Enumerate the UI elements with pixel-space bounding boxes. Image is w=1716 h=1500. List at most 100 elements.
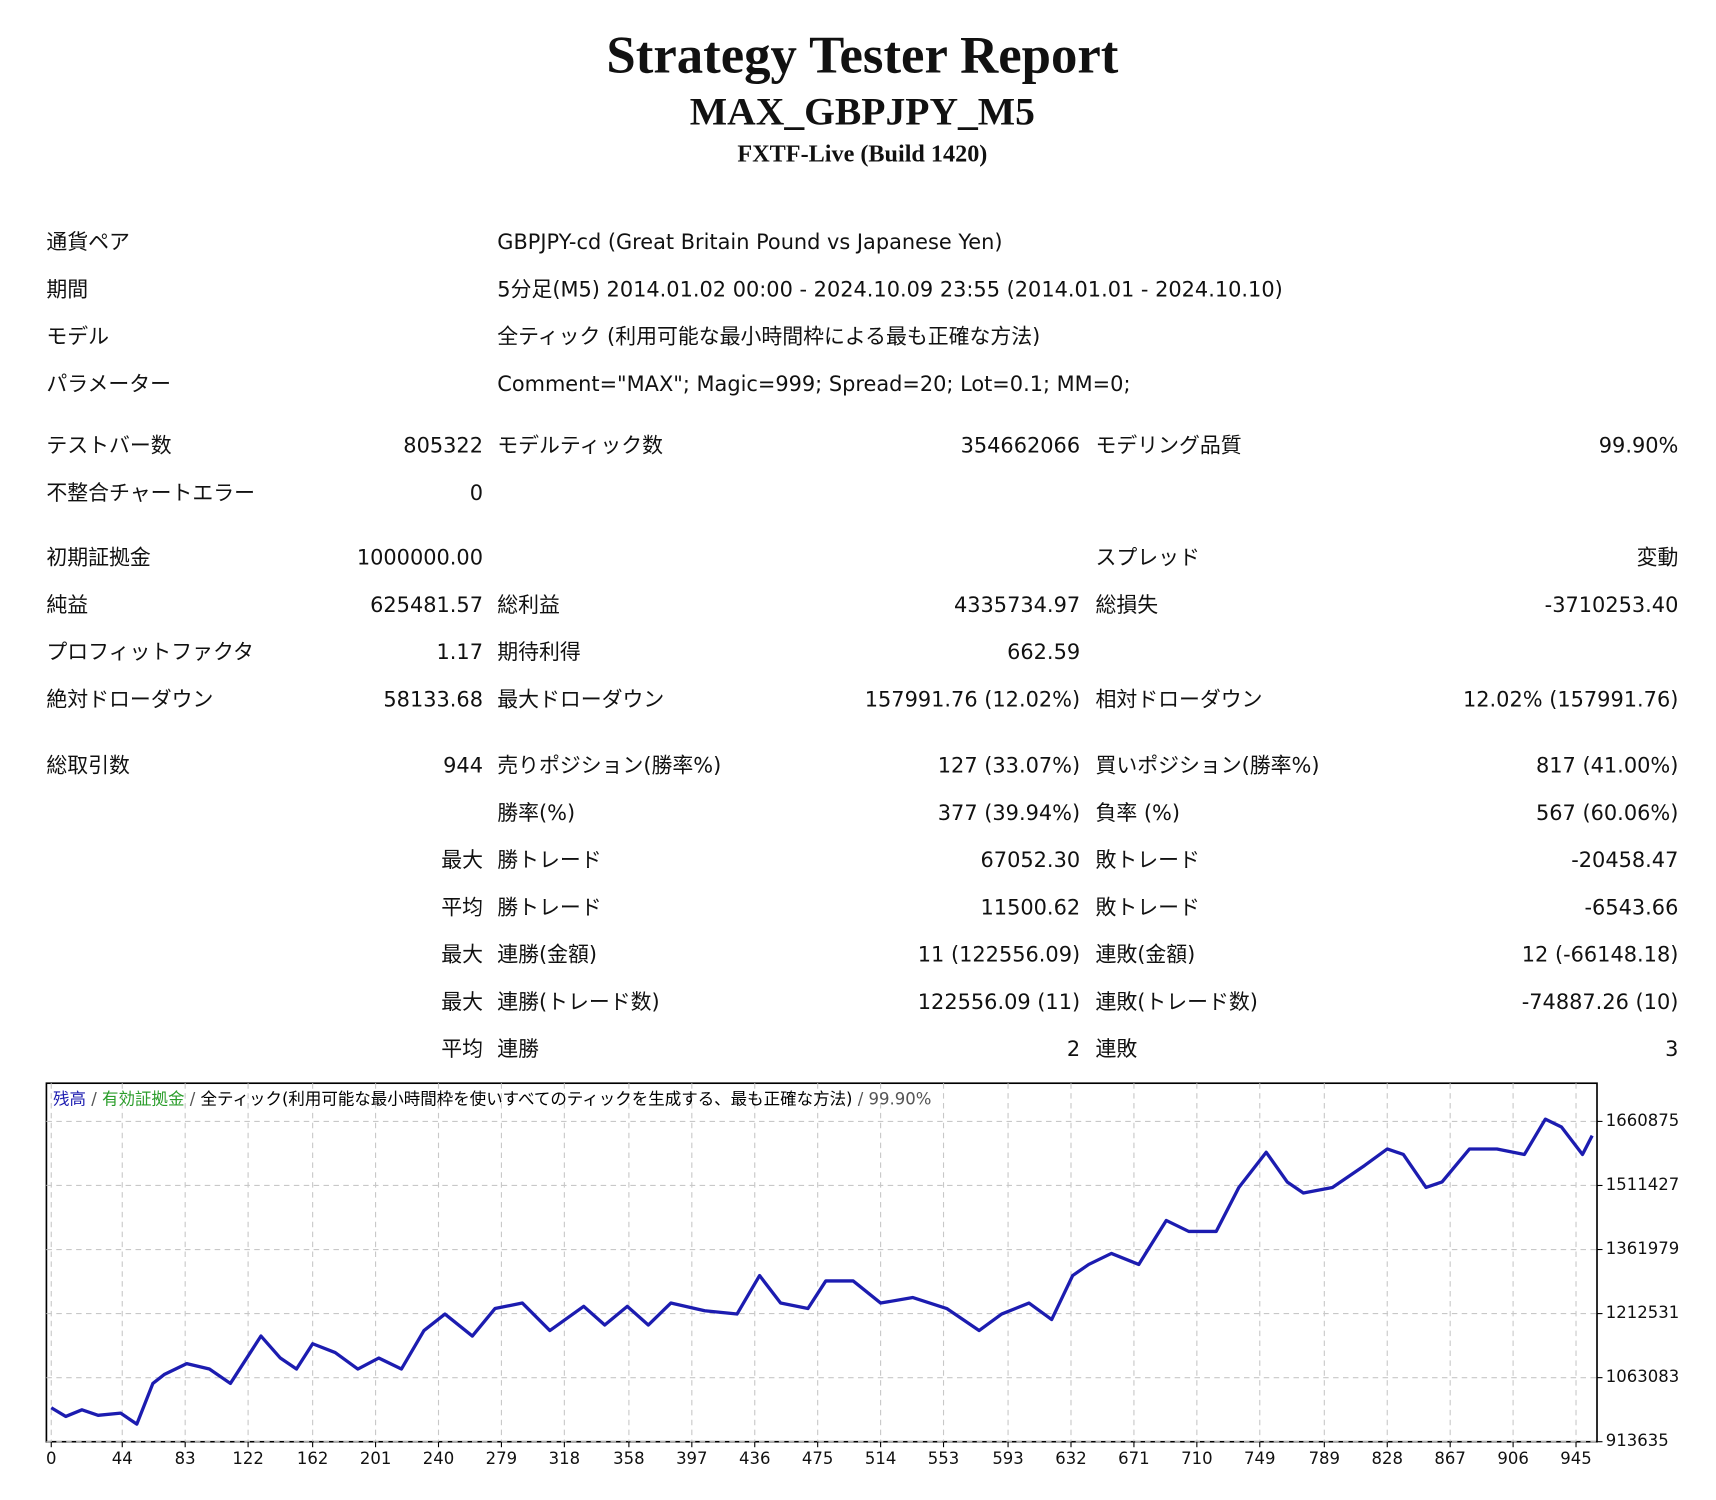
stat-label: モデリング品質 <box>1096 433 1242 457</box>
subtitle: MAX_GBPJPY_M5 <box>690 90 1035 134</box>
stat-label: 絶対ドローダウン <box>46 688 213 712</box>
chart-frame <box>45 1082 1598 1443</box>
stat-value: 平均 <box>441 1037 483 1061</box>
stat-value: 377 (39.94%) <box>938 801 1080 825</box>
stat-label: 売りポジション(勝率%) <box>497 753 721 777</box>
stat-value: 4335734.97 <box>954 593 1080 617</box>
setting-value: GBPJPY-cd (Great Britain Pound vs Japane… <box>497 230 1002 254</box>
stat-value: 最大 <box>441 943 483 967</box>
x-tick-label: 945 <box>1560 1449 1591 1468</box>
y-tick-label: 1212531 <box>1606 1303 1679 1322</box>
chart-legend: 残高 / 有効証拠金 / 全ティック(利用可能な最小時間枠を使いすべてのティック… <box>53 1089 931 1108</box>
setting-value: 全ティック (利用可能な最小時間枠による最も正確な方法) <box>497 325 1040 349</box>
stat-label: 連敗(金額) <box>1096 943 1196 967</box>
stat-label: 連勝 <box>497 1037 539 1061</box>
x-tick-label: 867 <box>1434 1449 1465 1468</box>
stat-value: -74887.26 (10) <box>1522 990 1679 1014</box>
x-tick-label: 162 <box>297 1449 328 1468</box>
stat-label: 総利益 <box>497 593 560 617</box>
setting-label: 通貨ペア <box>46 230 129 254</box>
stat-value: -20458.47 <box>1571 848 1678 872</box>
stat-label: 連敗 <box>1096 1037 1138 1061</box>
x-tick-label: 789 <box>1309 1449 1340 1468</box>
x-tick-label: 671 <box>1118 1449 1149 1468</box>
x-tick-label: 122 <box>232 1449 263 1468</box>
stat-label: 初期証拠金 <box>46 546 150 570</box>
stat-label: スプレッド <box>1096 546 1200 570</box>
stat-label: 純益 <box>46 593 88 617</box>
x-tick-label: 632 <box>1055 1449 1086 1468</box>
title: Strategy Tester Report <box>606 27 1118 85</box>
stat-value: 平均 <box>441 895 483 919</box>
stat-value: 122556.09 (11) <box>918 990 1080 1014</box>
stat-value: 817 (41.00%) <box>1536 753 1678 777</box>
x-tick-label: 436 <box>739 1449 770 1468</box>
stat-label: モデルティック数 <box>497 433 663 457</box>
legend-note: / <box>858 1089 864 1108</box>
y-tick-label: 1361979 <box>1606 1239 1679 1258</box>
x-tick-label: 475 <box>802 1449 833 1468</box>
x-tick-label: 358 <box>613 1449 644 1468</box>
y-tick-label: 1063083 <box>1606 1367 1679 1386</box>
stat-value: 625481.57 <box>370 593 483 617</box>
stat-value: 最大 <box>441 990 483 1014</box>
x-tick-label: 279 <box>486 1449 517 1468</box>
stat-label: 勝トレード <box>497 848 601 872</box>
stat-value: -3710253.40 <box>1545 593 1679 617</box>
stat-value: -6543.66 <box>1585 895 1679 919</box>
stat-value: 127 (33.07%) <box>938 753 1080 777</box>
legend-entry: 残高 <box>53 1089 86 1108</box>
stat-label: 負率 (%) <box>1096 801 1181 825</box>
stat-value: 805322 <box>403 433 483 457</box>
stat-value: 最大 <box>441 848 483 872</box>
setting-value: Comment="MAX"; Magic=999; Spread=20; Lot… <box>497 372 1130 396</box>
stat-value: 157991.76 (12.02%) <box>865 688 1080 712</box>
stat-value: 11500.62 <box>981 895 1081 919</box>
stat-value: 944 <box>443 753 483 777</box>
legend-note: 99.90% <box>869 1089 932 1108</box>
stat-label: 期待利得 <box>497 640 581 664</box>
stat-value: 567 (60.06%) <box>1536 801 1678 825</box>
balance-line <box>50 1117 1594 1426</box>
stat-label: 不整合チャートエラー <box>46 481 255 505</box>
x-tick-label: 906 <box>1497 1449 1528 1468</box>
stat-label: テストバー数 <box>46 433 171 457</box>
stat-value: 変動 <box>1637 546 1679 570</box>
stat-label: 勝トレード <box>497 895 601 919</box>
x-tick-label: 828 <box>1372 1449 1403 1468</box>
legend-note: / <box>91 1089 97 1108</box>
x-tick-label: 749 <box>1244 1449 1275 1468</box>
x-tick-label: 318 <box>549 1449 580 1468</box>
stat-label: 連敗(トレード数) <box>1096 990 1258 1014</box>
stat-label: 買いポジション(勝率%) <box>1096 753 1320 777</box>
x-tick-label: 44 <box>112 1449 133 1468</box>
legend-note: 全ティック(利用可能な最小時間枠を使いすべてのティックを生成する、最も正確な方法… <box>201 1089 853 1108</box>
setting-label: パラメーター <box>46 372 171 396</box>
x-tick-label: 201 <box>360 1449 391 1468</box>
stat-value: 12 (-66148.18) <box>1522 943 1679 967</box>
stat-label: 敗トレード <box>1096 848 1200 872</box>
stat-label: 勝率(%) <box>497 801 575 825</box>
y-tick-label: 1660875 <box>1606 1111 1679 1130</box>
stat-value: 67052.30 <box>981 848 1081 872</box>
legend-note: / <box>190 1089 196 1108</box>
y-tick-label: 913635 <box>1606 1431 1669 1450</box>
x-tick-label: 0 <box>46 1449 57 1468</box>
stat-value: 3 <box>1665 1037 1678 1061</box>
stat-label: 連勝(トレード数) <box>497 990 659 1014</box>
x-tick-label: 397 <box>676 1449 707 1468</box>
x-tick-label: 514 <box>865 1449 896 1468</box>
setting-label: モデル <box>46 325 109 349</box>
stat-value: 2 <box>1067 1037 1080 1061</box>
stat-value: 1000000.00 <box>357 546 483 570</box>
stat-value: 11 (122556.09) <box>918 943 1080 967</box>
x-tick-label: 710 <box>1181 1449 1212 1468</box>
stat-value: 662.59 <box>1007 640 1080 664</box>
build: FXTF-Live (Build 1420) <box>737 141 987 168</box>
stat-value: 354662066 <box>961 433 1081 457</box>
stat-value: 1.17 <box>437 640 483 664</box>
stat-value: 12.02% (157991.76) <box>1463 688 1678 712</box>
stat-value: 58133.68 <box>383 688 483 712</box>
setting-label: 期間 <box>46 277 88 301</box>
